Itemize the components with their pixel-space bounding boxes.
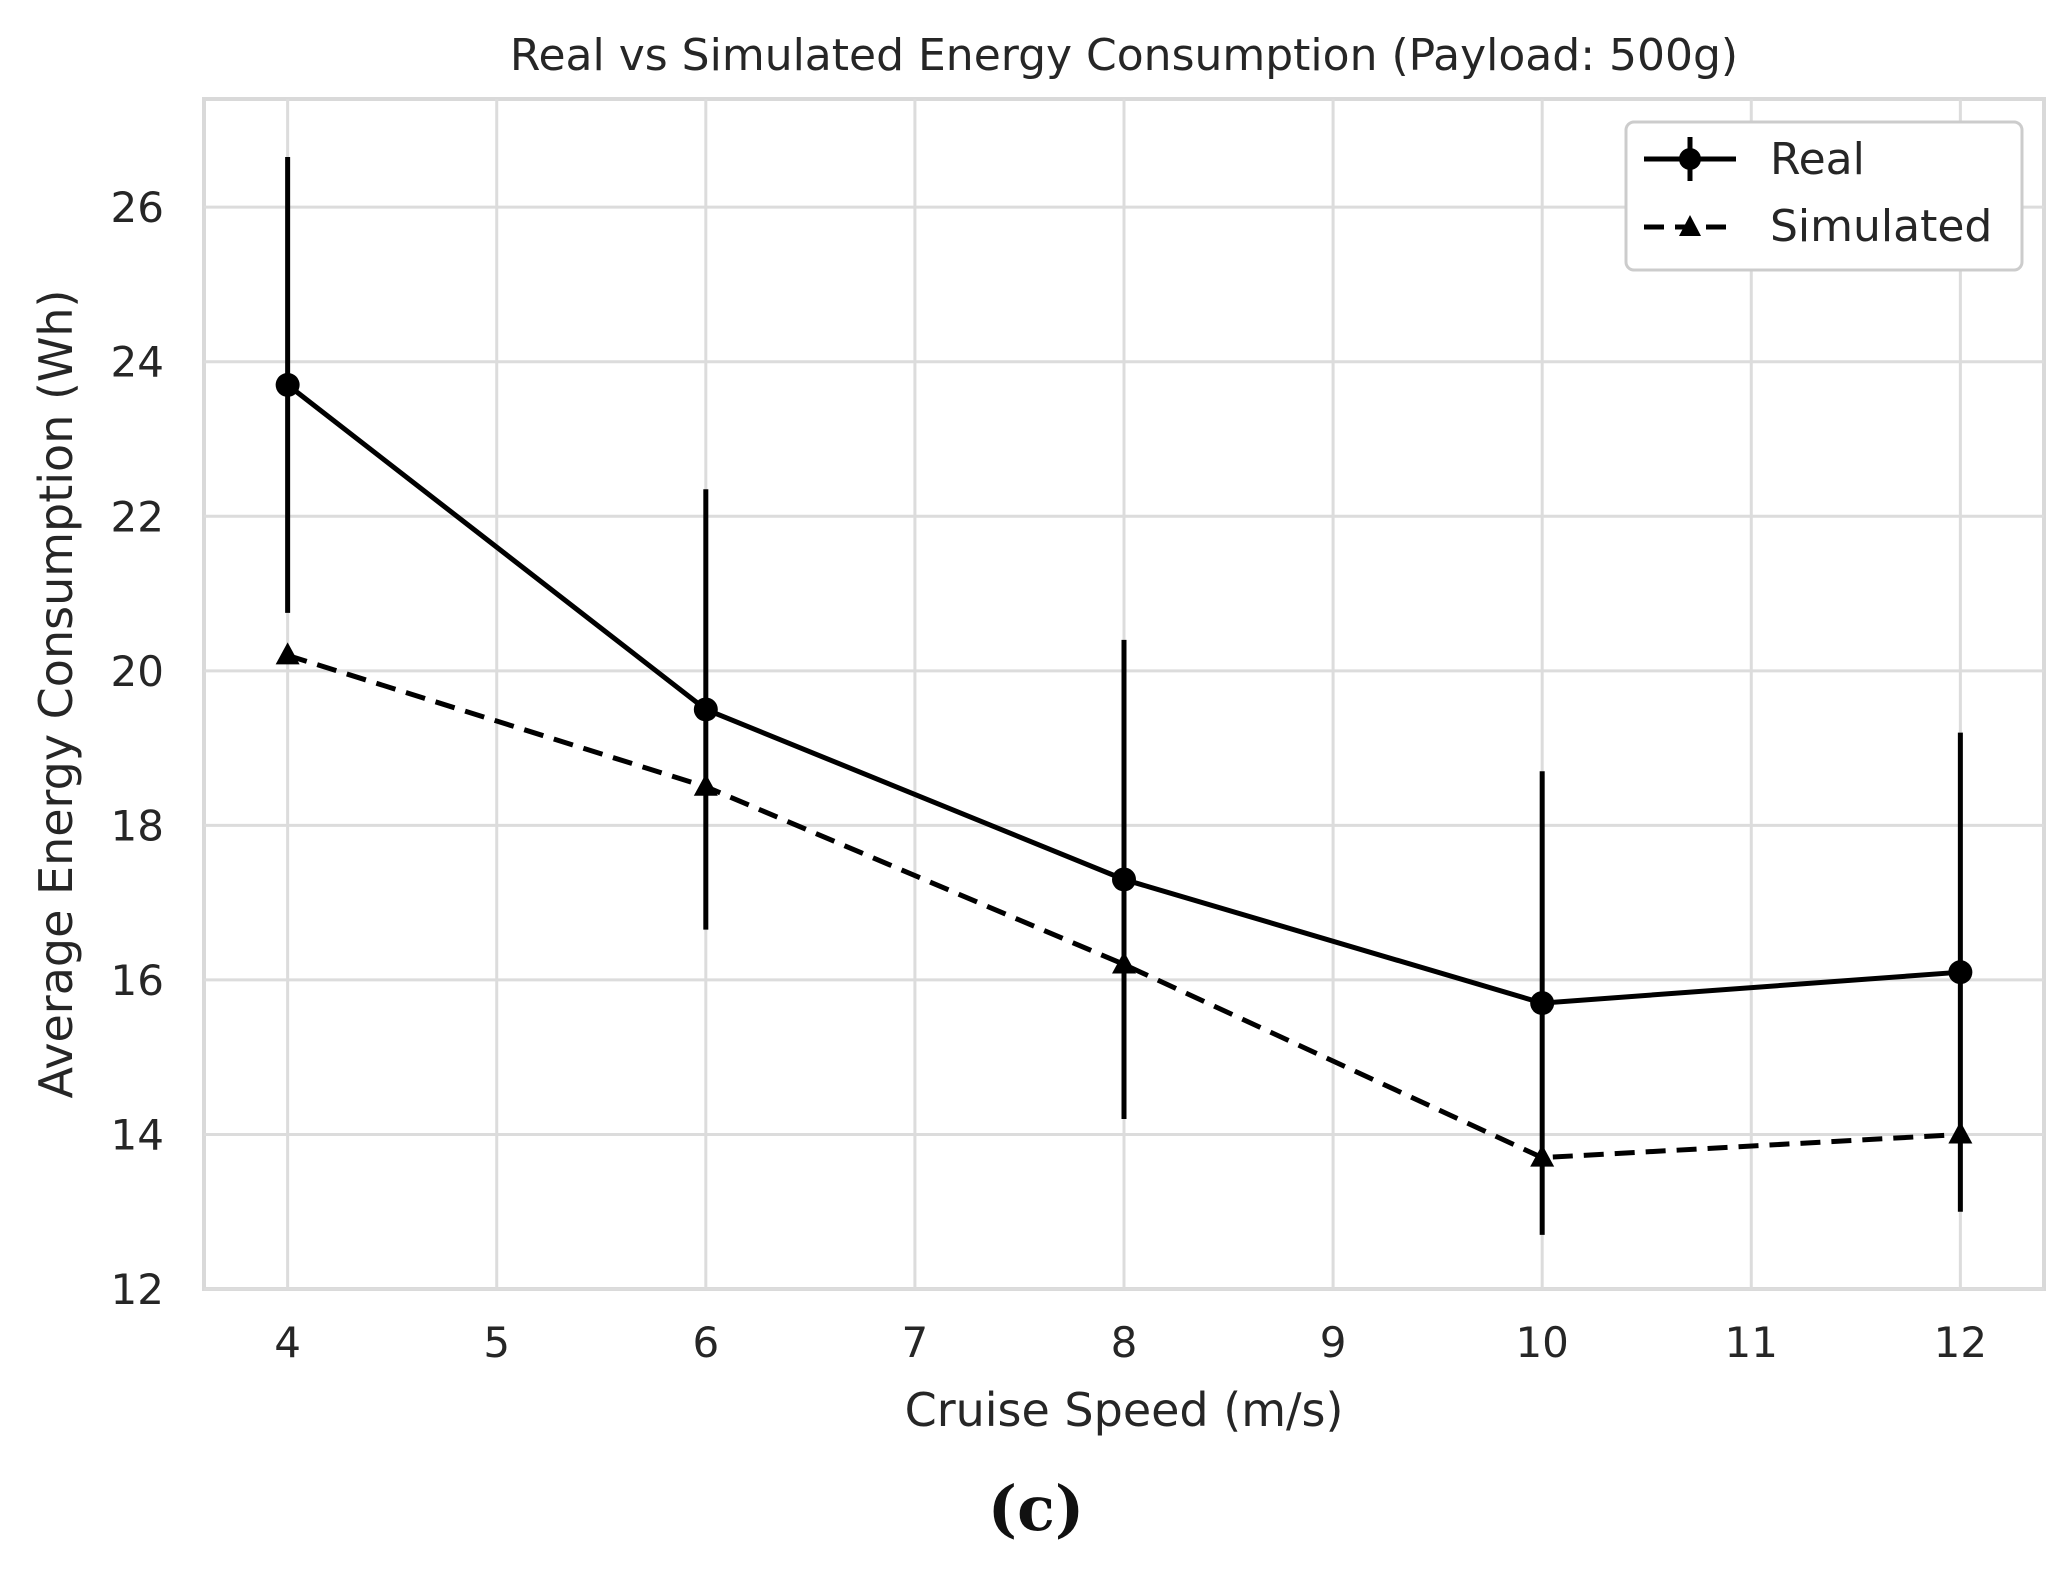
y-tick-label: 26 [111, 183, 164, 232]
x-tick-label: 10 [1515, 1318, 1568, 1367]
simulated-series-line [286, 652, 1961, 1161]
legend-simulated-marker [1679, 215, 1701, 236]
simulated-point [1530, 1144, 1555, 1167]
figure-caption: (c) [987, 1472, 1085, 1545]
tick-labels: 4 5 6 7 8 9 10 11 12 12 14 16 18 20 22 24 26 [111, 183, 1988, 1367]
y-tick-label: 20 [111, 647, 164, 696]
y-tick-label: 18 [111, 801, 164, 850]
simulated-point [1948, 1121, 1973, 1144]
x-tick-label: 7 [902, 1318, 929, 1367]
real-point [1948, 960, 1973, 985]
x-tick-label: 11 [1725, 1318, 1778, 1367]
y-tick-label: 16 [111, 956, 164, 1005]
real-point [1530, 991, 1555, 1016]
x-axis-label: Cruise Speed (m/s) [905, 1383, 1344, 1437]
y-tick-label: 24 [111, 338, 164, 387]
x-tick-label: 8 [1111, 1318, 1138, 1367]
simulated-point [275, 642, 300, 665]
y-tick-label: 22 [111, 492, 164, 541]
y-tick-label: 14 [111, 1110, 164, 1159]
legend-simulated-label: Simulated [1770, 201, 1992, 252]
real-point [1112, 867, 1136, 892]
chart-title: Real vs Simulated Energy Consumption (Pa… [510, 30, 1738, 81]
y-tick-label: 12 [111, 1265, 164, 1314]
x-tick-label: 5 [483, 1318, 510, 1367]
x-tick-label: 9 [1320, 1318, 1347, 1367]
real-point [693, 697, 718, 722]
x-tick-label: 12 [1934, 1318, 1987, 1367]
legend-real-label: Real [1770, 134, 1865, 185]
x-tick-label: 4 [274, 1318, 301, 1367]
simulated-point [693, 773, 718, 796]
simulated-point [1112, 951, 1136, 974]
legend: Real Simulated [1624, 120, 2024, 272]
series-layer [275, 156, 1973, 1235]
real-point [275, 372, 300, 397]
y-axis-label: Average Energy Consumption (Wh) [29, 290, 83, 1099]
legend-real-marker [1679, 148, 1701, 170]
x-tick-label: 6 [692, 1318, 719, 1367]
